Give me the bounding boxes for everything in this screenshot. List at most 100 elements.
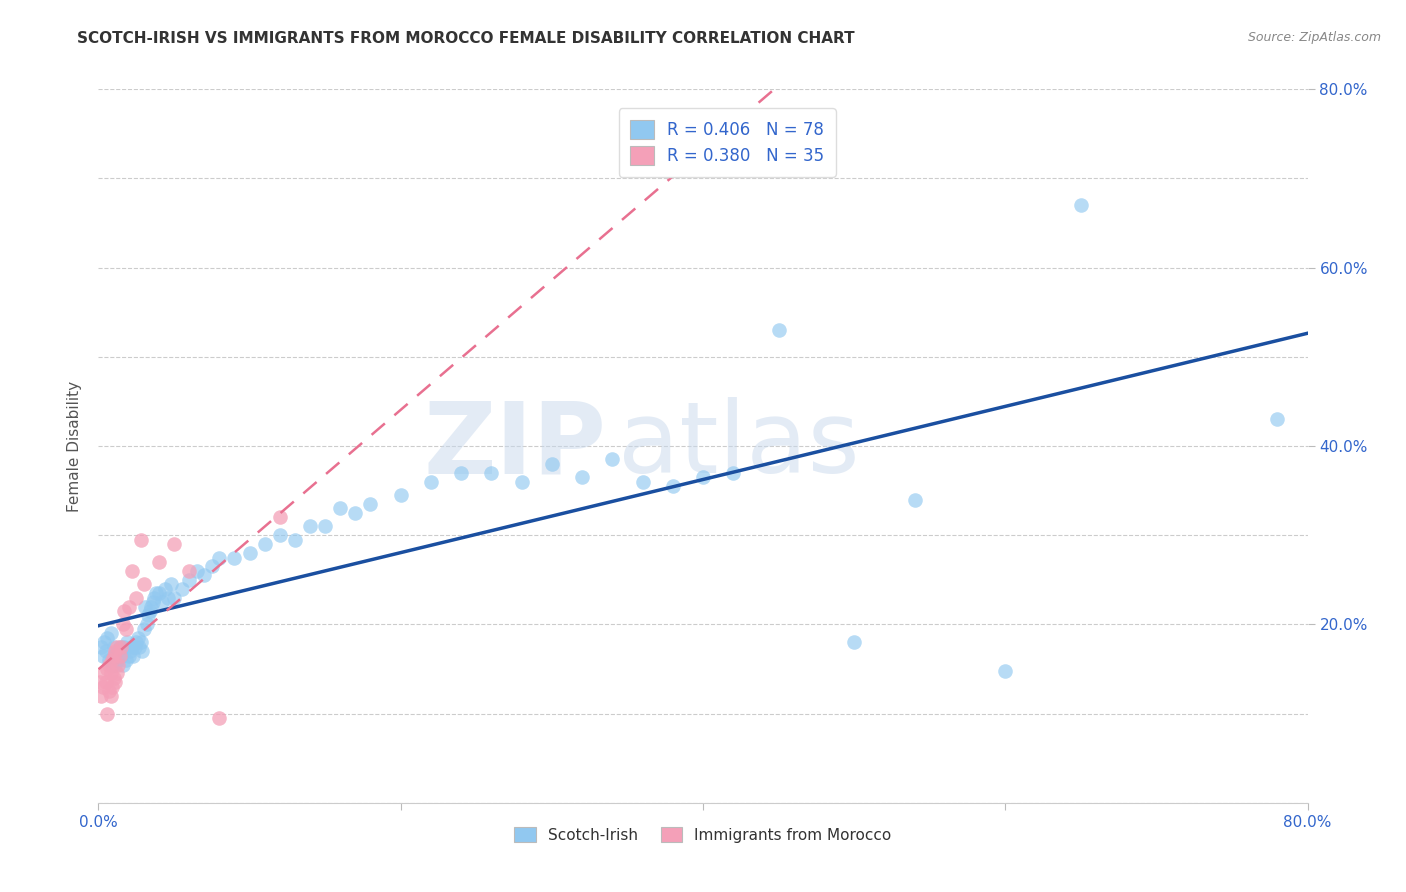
Point [253, 537, 276, 551]
Point [208, 711, 231, 725]
Point [186, 564, 208, 578]
Point [108, 648, 131, 663]
Point [344, 506, 367, 520]
Point [110, 640, 132, 654]
Point [1267, 412, 1289, 426]
Point [994, 664, 1017, 678]
Point [93, 666, 115, 681]
Point [105, 666, 128, 681]
Point [103, 648, 125, 663]
Point [96, 631, 118, 645]
Point [124, 640, 146, 654]
Point [98, 653, 121, 667]
Point [135, 617, 157, 632]
Point [112, 640, 135, 654]
Point [1070, 198, 1092, 212]
Point [142, 595, 165, 609]
Point [134, 599, 156, 614]
Point [193, 568, 215, 582]
Point [139, 604, 162, 618]
Point [540, 457, 562, 471]
Text: SCOTCH-IRISH VS IMMIGRANTS FROM MOROCCO FEMALE DISABILITY CORRELATION CHART: SCOTCH-IRISH VS IMMIGRANTS FROM MOROCCO … [77, 31, 855, 46]
Point [91, 680, 114, 694]
Point [127, 631, 149, 645]
Point [156, 591, 179, 605]
Point [121, 640, 143, 654]
Point [389, 488, 412, 502]
Point [692, 470, 714, 484]
Point [104, 657, 127, 672]
Point [163, 537, 186, 551]
Point [100, 666, 122, 681]
Point [314, 519, 336, 533]
Point [148, 586, 170, 600]
Point [179, 564, 201, 578]
Point [125, 591, 148, 605]
Point [104, 675, 127, 690]
Point [115, 635, 138, 649]
Point [201, 559, 224, 574]
Point [420, 475, 443, 489]
Point [128, 640, 150, 654]
Point [170, 582, 193, 596]
Point [450, 466, 472, 480]
Point [121, 564, 143, 578]
Point [100, 626, 122, 640]
Point [329, 501, 352, 516]
Point [284, 533, 307, 547]
Text: ZIP: ZIP [423, 398, 606, 494]
Point [103, 671, 125, 685]
Point [111, 617, 134, 632]
Point [136, 608, 159, 623]
Point [129, 635, 152, 649]
Point [105, 640, 128, 654]
Text: atlas: atlas [619, 398, 860, 494]
Point [160, 577, 183, 591]
Point [98, 684, 121, 698]
Point [141, 599, 163, 614]
Legend: Scotch-Irish, Immigrants from Morocco: Scotch-Irish, Immigrants from Morocco [508, 821, 898, 848]
Point [360, 497, 382, 511]
Point [114, 653, 136, 667]
Point [90, 689, 112, 703]
Point [208, 550, 231, 565]
Point [112, 604, 135, 618]
Point [111, 657, 134, 672]
Point [125, 635, 148, 649]
Point [269, 528, 291, 542]
Point [143, 591, 166, 605]
Point [122, 648, 145, 663]
Point [150, 595, 173, 609]
Point [179, 573, 201, 587]
Point [118, 599, 141, 614]
Y-axis label: Female Disability: Female Disability [67, 380, 83, 512]
Point [101, 653, 124, 667]
Point [94, 675, 117, 690]
Point [96, 662, 118, 676]
Point [131, 644, 153, 658]
Point [631, 475, 654, 489]
Point [100, 689, 122, 703]
Point [89, 675, 111, 690]
Point [844, 635, 866, 649]
Point [101, 657, 124, 672]
Point [104, 644, 127, 658]
Point [904, 492, 927, 507]
Point [98, 657, 121, 672]
Point [145, 586, 167, 600]
Point [91, 648, 114, 663]
Point [110, 648, 132, 663]
Point [129, 533, 152, 547]
Point [103, 648, 125, 663]
Point [299, 519, 322, 533]
Point [148, 555, 170, 569]
Point [94, 644, 117, 658]
Point [723, 466, 745, 480]
Point [768, 323, 790, 337]
Point [239, 546, 262, 560]
Point [101, 680, 124, 694]
Point [107, 657, 129, 672]
Point [90, 640, 112, 654]
Point [107, 644, 129, 658]
Point [132, 622, 155, 636]
